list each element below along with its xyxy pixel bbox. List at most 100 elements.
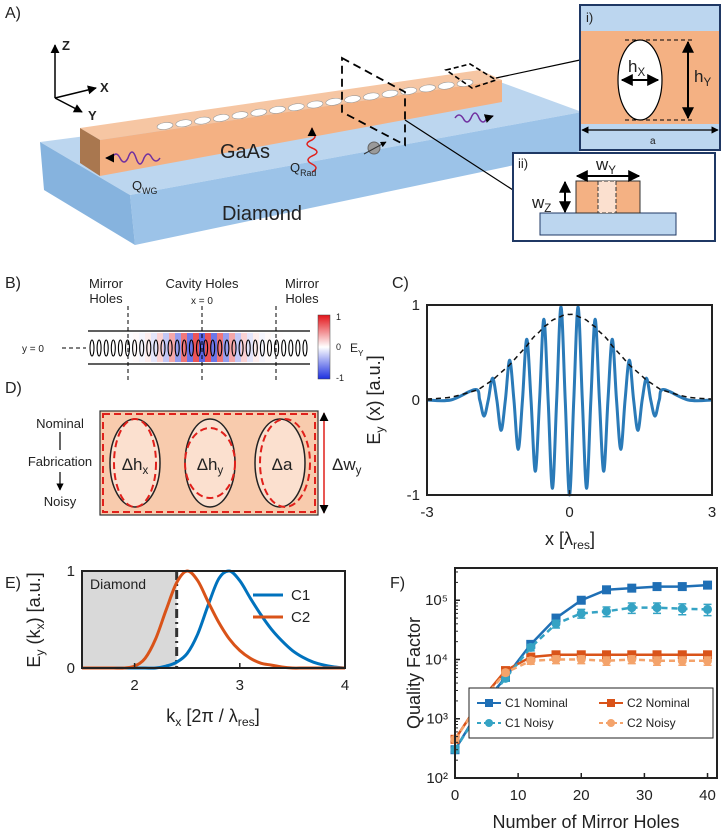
hole [181,339,187,357]
x-axis-label-part: x [λ [545,529,573,549]
shaded-region [82,571,177,668]
y-tick-label: 10² [426,770,448,787]
loss-label-part: Q [290,160,300,175]
hole [195,339,202,357]
marker [576,650,586,660]
y-axis-label-part: (k [24,629,44,650]
inset-label: i) [586,10,593,25]
legend-marker [607,699,615,707]
marker [652,656,662,666]
axis-label: Y [88,108,97,123]
gaas-front [100,80,502,176]
inset-i-top [580,5,720,31]
hole [288,103,305,112]
hole [252,339,258,357]
parameter-label-part: Δw [332,455,356,474]
hole [146,339,152,357]
x-tick-label: 10 [510,787,527,804]
hole [175,119,192,128]
dimension-label-part: w [595,155,609,174]
panel-label: E) [5,575,21,592]
colorbar-tick: 0 [336,342,341,352]
field-stripe [259,333,265,362]
hole [188,339,194,357]
series-line [426,313,713,400]
hole [174,339,180,357]
loss-label-part: Q [132,178,142,193]
panel-b-drawing [62,306,331,383]
x-tick-label: 2 [130,677,138,694]
hole [269,106,286,114]
legend-label: C1 [291,587,310,604]
hole [306,100,324,109]
legend-marker [485,719,493,727]
field-stripe [187,333,193,362]
y-tick-label: 1 [412,297,420,314]
marker [501,668,511,678]
hole [156,122,174,130]
marker [551,619,561,629]
hole [194,116,211,125]
y-tick-label: 1 [67,563,75,580]
dimension-label: wY [595,155,616,177]
section-label: Holes [89,291,123,306]
inset-i-frame [579,4,721,151]
marker [602,606,612,616]
zoom-line [495,59,581,79]
field-stripe [199,333,205,362]
out-wave-arrow [483,114,494,123]
unit-cell-noisy [102,413,316,513]
y-axis-label: Ey (x) [a.u.] [364,355,387,444]
parameter-label: Δhy [197,455,224,477]
wg-wave [111,151,161,165]
parameter-label: Δa [272,455,293,474]
hole [89,339,95,357]
hole [325,97,342,106]
parameter-label-part: Δh [122,455,143,474]
hole [213,114,230,122]
hole [419,84,436,93]
hole [153,339,159,357]
marker [652,650,662,660]
hole [231,339,237,357]
legend-label: C2 Noisy [627,716,676,730]
dimension-label-part: Y [703,77,711,89]
marker [627,603,637,613]
field-stripe [217,333,223,362]
marker [703,650,713,660]
loss-label-part: Rad [300,168,316,178]
hole [245,339,251,357]
hole [438,81,455,90]
marker [576,595,586,605]
marker [703,604,713,614]
process-label: Fabrication [28,454,92,469]
hole [210,339,216,357]
section-label: Mirror [89,276,124,291]
panel-a-drawing [40,4,721,245]
x-tick-label: 0 [451,787,459,804]
marker [602,585,612,595]
dimension-label: hY [694,67,711,89]
marker [703,580,713,590]
panel-d-drawing [56,410,329,516]
parameter-label: Δwy [332,455,362,477]
legend-marker [607,719,615,727]
x-axis-label: x [λres] [545,529,595,552]
dimension-label: a [650,136,656,147]
marker [602,650,612,660]
hole [132,339,138,357]
parameter-label-part: y [218,465,224,477]
section-label: Cavity Holes [166,276,239,291]
hole-noisy [113,418,157,508]
panel-label: C) [392,275,409,292]
hole [250,108,267,117]
loss-label-part: WG [142,186,157,196]
section-label: Holes [285,291,319,306]
hole [217,339,223,357]
axis-y [54,97,83,113]
colorbar-tick: 1 [336,312,341,322]
axis-label: X [100,80,109,95]
hole [139,339,145,357]
